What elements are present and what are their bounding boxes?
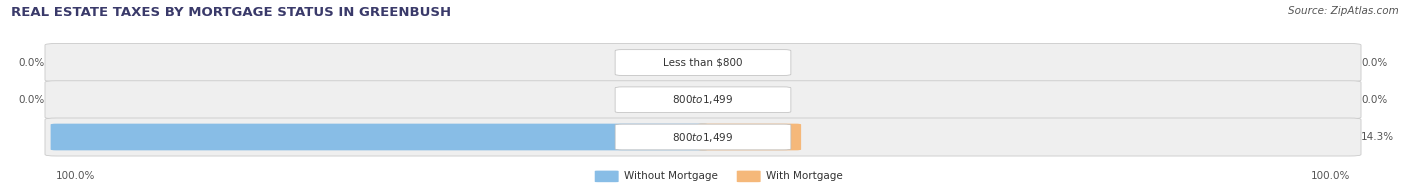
Text: 100.0%: 100.0% bbox=[1310, 171, 1350, 181]
Text: Source: ZipAtlas.com: Source: ZipAtlas.com bbox=[1288, 6, 1399, 16]
Text: 0.0%: 0.0% bbox=[1361, 95, 1388, 105]
Text: REAL ESTATE TAXES BY MORTGAGE STATUS IN GREENBUSH: REAL ESTATE TAXES BY MORTGAGE STATUS IN … bbox=[11, 6, 451, 19]
Text: Without Mortgage: Without Mortgage bbox=[624, 171, 718, 181]
FancyBboxPatch shape bbox=[45, 81, 1361, 119]
Text: 100.0%: 100.0% bbox=[6, 132, 45, 142]
Text: $800 to $1,499: $800 to $1,499 bbox=[672, 93, 734, 106]
Text: Less than $800: Less than $800 bbox=[664, 57, 742, 68]
FancyBboxPatch shape bbox=[616, 50, 790, 75]
Text: 100.0%: 100.0% bbox=[56, 171, 96, 181]
FancyBboxPatch shape bbox=[616, 124, 790, 150]
FancyBboxPatch shape bbox=[697, 124, 801, 150]
Text: 0.0%: 0.0% bbox=[1361, 57, 1388, 68]
FancyBboxPatch shape bbox=[45, 44, 1361, 82]
Text: 0.0%: 0.0% bbox=[18, 95, 45, 105]
FancyBboxPatch shape bbox=[51, 124, 709, 150]
Text: With Mortgage: With Mortgage bbox=[766, 171, 844, 181]
FancyBboxPatch shape bbox=[45, 118, 1361, 156]
FancyBboxPatch shape bbox=[737, 171, 761, 182]
Text: $800 to $1,499: $800 to $1,499 bbox=[672, 131, 734, 143]
Text: 0.0%: 0.0% bbox=[18, 57, 45, 68]
Text: 14.3%: 14.3% bbox=[1361, 132, 1395, 142]
FancyBboxPatch shape bbox=[595, 171, 619, 182]
FancyBboxPatch shape bbox=[616, 87, 790, 113]
